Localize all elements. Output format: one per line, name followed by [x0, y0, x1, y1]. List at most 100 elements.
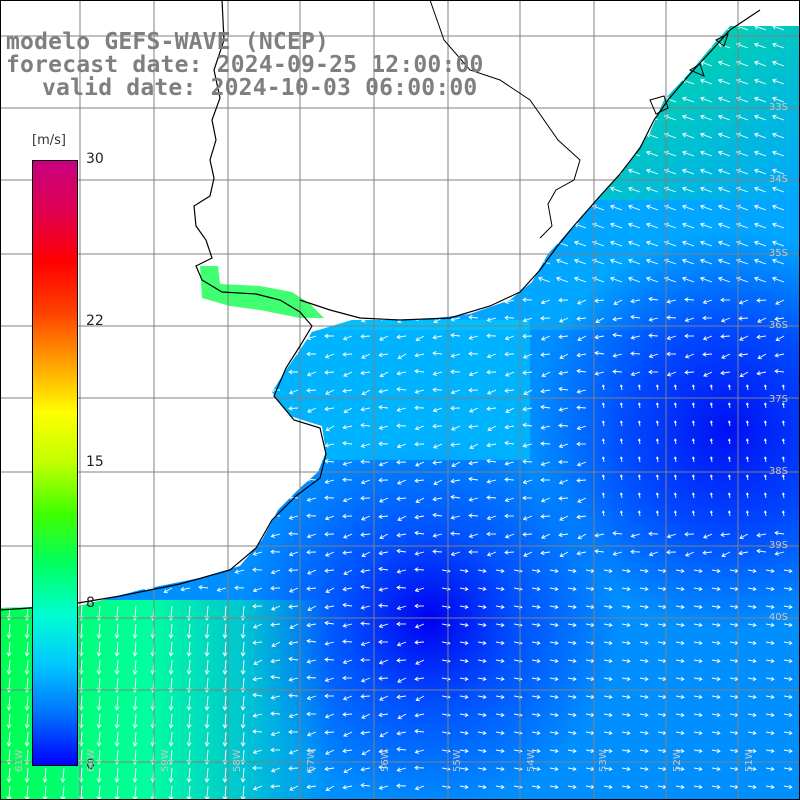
wind-arrow	[375, 258, 389, 265]
wind-arrow	[495, 712, 505, 718]
wind-arrow	[711, 748, 721, 754]
wind-arrow	[673, 456, 677, 463]
wind-arrow	[522, 297, 533, 303]
wind-arrow	[33, 114, 47, 121]
wind-arrow	[645, 204, 659, 211]
wind-arrow	[415, 497, 425, 503]
wind-arrow	[645, 60, 659, 67]
wind-arrow	[33, 150, 47, 157]
wind-arrow	[627, 60, 641, 67]
wind-arrow	[504, 461, 515, 466]
wind-arrow	[753, 222, 767, 229]
wind-arrow	[91, 425, 101, 431]
wind-arrow	[6, 731, 12, 747]
wind-arrow	[17, 7, 28, 12]
wind-arrow	[285, 240, 299, 247]
wind-arrow	[234, 585, 245, 591]
wind-arrow	[0, 186, 11, 193]
wind-arrow	[447, 222, 461, 229]
wind-arrow	[465, 204, 479, 211]
wind-arrow	[126, 515, 137, 521]
wind-arrow	[357, 240, 371, 247]
wind-arrow	[396, 443, 407, 449]
wind-arrow	[0, 297, 10, 303]
wind-arrow	[285, 150, 299, 157]
wind-arrow	[342, 352, 353, 357]
wind-arrow	[198, 496, 209, 501]
wind-arrow	[745, 456, 749, 463]
wind-arrow	[342, 602, 353, 608]
wind-arrow	[717, 78, 731, 85]
wind-arrow	[199, 317, 209, 323]
wind-arrow	[459, 694, 469, 700]
wind-arrow	[549, 730, 559, 736]
wind-arrow	[666, 335, 677, 341]
wind-arrow	[753, 258, 767, 265]
wind-arrow	[558, 443, 569, 449]
wind-arrow	[573, 150, 587, 157]
coastline-argentina	[0, 0, 327, 611]
wind-arrow	[90, 531, 101, 536]
wind-arrow	[684, 317, 695, 323]
longitude-label: 51W	[744, 749, 755, 772]
wind-arrow	[396, 532, 407, 538]
wind-arrow	[18, 550, 29, 556]
wind-arrow	[683, 7, 694, 12]
wind-arrow	[781, 402, 785, 409]
wind-arrow	[567, 712, 577, 718]
wind-arrow	[495, 586, 505, 592]
wind-arrow	[432, 512, 443, 518]
wind-arrow	[162, 495, 172, 501]
wind-arrow	[204, 713, 210, 729]
wind-arrow	[639, 712, 649, 718]
wind-arrow	[483, 60, 497, 67]
wind-arrow	[324, 713, 335, 719]
wind-arrow	[0, 276, 11, 283]
wind-arrow	[325, 389, 335, 395]
wind-arrow	[108, 586, 119, 591]
wind-arrow	[267, 114, 281, 121]
wind-arrow	[126, 297, 137, 302]
wind-arrow	[655, 420, 659, 427]
wind-arrow	[252, 425, 263, 431]
wind-arrow	[429, 240, 443, 247]
wind-arrow	[717, 150, 731, 157]
wind-arrow	[306, 748, 317, 753]
wind-arrow	[180, 388, 191, 394]
wind-arrow	[711, 694, 721, 700]
wind-arrow	[132, 767, 138, 783]
wind-arrow	[531, 694, 541, 700]
wind-arrow	[186, 623, 192, 639]
wind-arrow	[180, 315, 191, 321]
wind-arrow	[699, 26, 713, 31]
wind-arrow	[15, 222, 29, 229]
wind-arrow	[0, 317, 11, 323]
wind-arrow	[126, 406, 137, 411]
wind-arrow	[285, 168, 299, 175]
wind-arrow	[414, 441, 425, 447]
wind-arrow	[567, 766, 577, 772]
latitude-label: 35S	[768, 248, 788, 259]
wind-arrow	[198, 423, 209, 428]
wind-arrow	[601, 492, 605, 499]
wind-arrow	[621, 694, 631, 700]
wind-arrow	[15, 240, 29, 247]
wind-arrow	[393, 222, 407, 229]
wind-arrow	[288, 749, 299, 755]
wind-arrow	[763, 438, 767, 445]
wind-arrow	[105, 114, 119, 121]
wind-arrow	[771, 222, 785, 229]
wind-arrow	[459, 604, 469, 610]
wind-arrow	[159, 258, 173, 265]
wind-arrow	[0, 150, 11, 157]
wind-arrow	[702, 550, 713, 555]
wind-arrow	[397, 677, 407, 683]
wind-arrow	[763, 456, 767, 463]
wind-arrow	[495, 730, 505, 736]
wind-arrow	[342, 477, 353, 483]
wind-arrow	[771, 240, 785, 247]
wind-arrow	[108, 569, 119, 575]
wind-arrow	[324, 531, 335, 537]
wind-arrow	[289, 623, 299, 629]
wind-arrow	[483, 258, 497, 265]
